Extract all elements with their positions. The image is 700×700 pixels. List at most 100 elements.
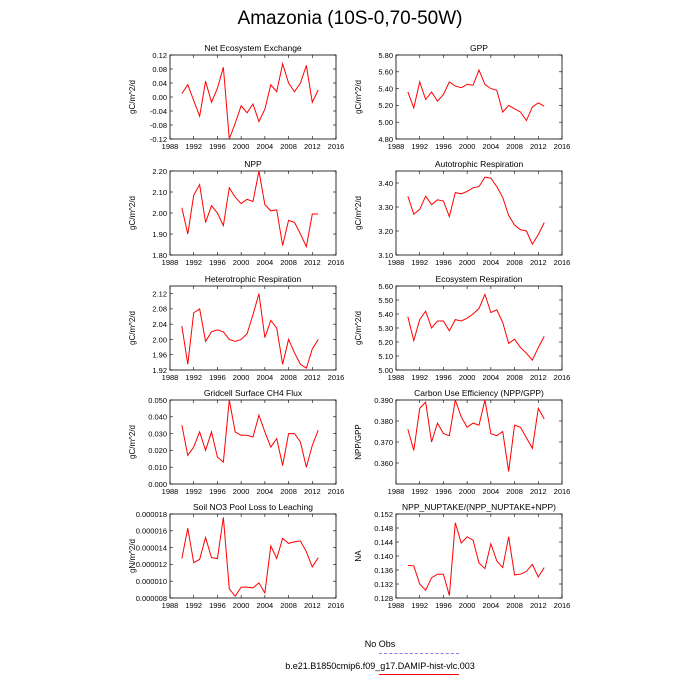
panel-9-ytick-label: 0.000008 bbox=[136, 594, 167, 603]
panel-8-xtick-label: 1988 bbox=[388, 487, 405, 496]
panel-3-ytick-label: 2.10 bbox=[152, 188, 167, 197]
panel-5-xtick-label: 2008 bbox=[280, 373, 297, 382]
panel-4-frame bbox=[395, 170, 563, 256]
panel-9-xtick-label: 2000 bbox=[233, 601, 250, 610]
panel-8-xtick-label: 2004 bbox=[483, 487, 500, 496]
panel-10-ytick-label: 0.140 bbox=[374, 552, 393, 561]
panel-2-xtick-label: 2012 bbox=[530, 142, 547, 151]
panel-8-xtick-label: 2000 bbox=[459, 487, 476, 496]
legend-obs-label: No Obs bbox=[364, 639, 396, 649]
panel-8-ytick-label: 0.370 bbox=[374, 438, 393, 447]
panel-6-ytick-label: 5.00 bbox=[378, 366, 393, 375]
panel-6-xtick-label: 1988 bbox=[388, 373, 405, 382]
legend-model-line bbox=[379, 674, 459, 675]
panel-4-xtick-label: 2012 bbox=[530, 258, 547, 267]
panel-3-xtick-label: 2000 bbox=[233, 258, 250, 267]
panel-1-ytick-label: 0.08 bbox=[152, 65, 167, 74]
panel-8-series-line bbox=[407, 399, 545, 472]
panel-3-frame bbox=[169, 170, 337, 256]
panel-4-xtick-label: 1996 bbox=[435, 258, 452, 267]
panel-4-ytick-label: 3.40 bbox=[378, 179, 393, 188]
panel-5-title: Heterotrophic Respiration bbox=[205, 274, 302, 284]
panel-6-xtick-label: 2000 bbox=[459, 373, 476, 382]
panel-2-ytick-label: 5.00 bbox=[378, 118, 393, 127]
panel-10-xtick-label: 1988 bbox=[388, 601, 405, 610]
panel-10-xtick-label: 2008 bbox=[506, 601, 523, 610]
panel-6-xtick-label: 1996 bbox=[435, 373, 452, 382]
panel-6-xtick-label: 1992 bbox=[411, 373, 428, 382]
panel-8-ytick-label: 0.360 bbox=[374, 459, 393, 468]
panel-10-title: NPP_NUPTAKE/(NPP_NUPTAKE+NPP) bbox=[402, 502, 556, 512]
panel-9-ytick-label: 0.000010 bbox=[136, 577, 167, 586]
panel-6-ytick-label: 5.40 bbox=[378, 310, 393, 319]
panel-2-ytick-label: 5.20 bbox=[378, 101, 393, 110]
legend-obs-line bbox=[379, 653, 459, 654]
panel-9-xtick-label: 1992 bbox=[185, 601, 202, 610]
panel-4-title: Autotrophic Respiration bbox=[435, 159, 524, 169]
panel-6-series-line bbox=[407, 292, 545, 362]
panel-2-ytick-label: 5.60 bbox=[378, 68, 393, 77]
panel-7-ytick-label: 0.050 bbox=[148, 396, 167, 405]
panel-5-ytick-label: 2.12 bbox=[152, 289, 167, 298]
panel-10-ytick-label: 0.136 bbox=[374, 566, 393, 575]
panel-4-xtick-label: 1988 bbox=[388, 258, 405, 267]
panel-4-ytick-label: 3.30 bbox=[378, 203, 393, 212]
panel-1-ytick-label: 0.12 bbox=[152, 51, 167, 60]
panel-5-ytick-label: 2.00 bbox=[152, 335, 167, 344]
panel-1-xtick-label: 2004 bbox=[257, 142, 274, 151]
panel-8-xtick-label: 2016 bbox=[554, 487, 571, 496]
panel-10-ytick-label: 0.128 bbox=[374, 594, 393, 603]
panel-2-ylabel: gC/m^2/d bbox=[354, 80, 363, 114]
panel-2-ytick-label: 4.80 bbox=[378, 135, 393, 144]
panel-2-xtick-label: 2008 bbox=[506, 142, 523, 151]
panel-8-ylabel: NPP/GPP bbox=[354, 424, 363, 460]
panel-9-ytick-label: 0.000018 bbox=[136, 510, 167, 519]
panel-7-ytick-label: 0.010 bbox=[148, 463, 167, 472]
panel-9-ytick-label: 0.000014 bbox=[136, 543, 167, 552]
panel-10-ytick-label: 0.152 bbox=[374, 510, 393, 519]
panel-7-xtick-label: 1996 bbox=[209, 487, 226, 496]
panel-1-ytick-label: -0.04 bbox=[150, 107, 167, 116]
panel-2-xtick-label: 2000 bbox=[459, 142, 476, 151]
panel-6-title: Ecosystem Respiration bbox=[436, 274, 523, 284]
panel-8-frame bbox=[395, 399, 563, 485]
panel-5-ytick-label: 2.04 bbox=[152, 320, 167, 329]
panel-8-xtick-label: 2008 bbox=[506, 487, 523, 496]
panel-9-xtick-label: 1988 bbox=[162, 601, 179, 610]
panel-2-title: GPP bbox=[470, 43, 488, 53]
panel-9-ylabel: gN/m^2/d bbox=[128, 539, 137, 573]
panel-6-ytick-label: 5.50 bbox=[378, 296, 393, 305]
panel-5-xtick-label: 2004 bbox=[257, 373, 274, 382]
panel-10-xtick-label: 2016 bbox=[554, 601, 571, 610]
panel-1-xtick-label: 2000 bbox=[233, 142, 250, 151]
panel-9-ytick-label: 0.000012 bbox=[136, 560, 167, 569]
panel-2-xtick-label: 1996 bbox=[435, 142, 452, 151]
panel-5-xtick-label: 2000 bbox=[233, 373, 250, 382]
panel-7-xtick-label: 2008 bbox=[280, 487, 297, 496]
panel-10-ylabel: NA bbox=[354, 550, 363, 562]
panel-6-ytick-label: 5.20 bbox=[378, 338, 393, 347]
panel-3-xtick-label: 2012 bbox=[304, 258, 321, 267]
panel-6-ytick-label: 5.30 bbox=[378, 324, 393, 333]
panel-2-xtick-label: 1988 bbox=[388, 142, 405, 151]
panel-2-frame bbox=[395, 54, 563, 140]
panel-9-xtick-label: 2016 bbox=[328, 601, 345, 610]
panel-1-title: Net Ecosystem Exchange bbox=[204, 43, 302, 53]
panel-5-series-line bbox=[181, 293, 319, 369]
panel-5-xtick-label: 2016 bbox=[328, 373, 345, 382]
panel-5-ytick-label: 1.96 bbox=[152, 351, 167, 360]
panel-7-frame bbox=[169, 399, 337, 485]
panel-7-ytick-label: 0.000 bbox=[148, 480, 167, 489]
panel-2-ytick-label: 5.40 bbox=[378, 84, 393, 93]
panel-3-title: NPP bbox=[244, 159, 262, 169]
panel-9-xtick-label: 2004 bbox=[257, 601, 274, 610]
panel-5-xtick-label: 1996 bbox=[209, 373, 226, 382]
panel-1-ytick-label: 0.04 bbox=[152, 79, 167, 88]
panel-7-title: Gridcell Surface CH4 Flux bbox=[204, 388, 303, 398]
panel-2-xtick-label: 1992 bbox=[411, 142, 428, 151]
panel-5-frame bbox=[169, 285, 337, 371]
panel-10-ytick-label: 0.148 bbox=[374, 524, 393, 533]
panel-1-xtick-label: 1988 bbox=[162, 142, 179, 151]
panel-2-series-line bbox=[407, 68, 545, 122]
panel-8-xtick-label: 2012 bbox=[530, 487, 547, 496]
